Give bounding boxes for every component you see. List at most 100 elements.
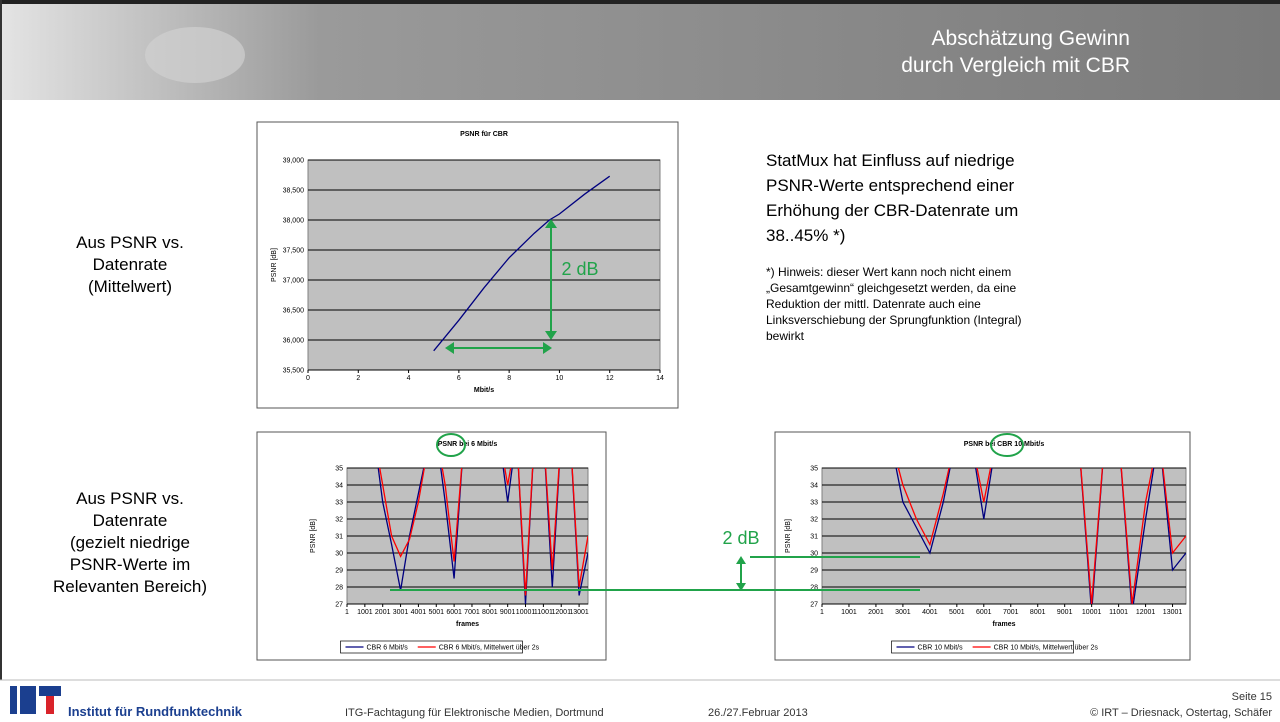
statement-line: PSNR-Werte entsprechend einer xyxy=(766,176,1015,195)
annotation: 2 dB xyxy=(722,528,759,548)
y-tick-label: 38,500 xyxy=(283,188,305,195)
legend-label: CBR 6 Mbit/s xyxy=(367,645,409,652)
chart: PSNR bei CBR 10 Mbit/s272829303132333435… xyxy=(775,432,1190,660)
x-tick-label: 13001 xyxy=(569,609,589,616)
y-tick-label: 28 xyxy=(335,585,343,592)
y-tick-label: 27 xyxy=(335,602,343,609)
y-tick-label: 38,000 xyxy=(283,218,305,225)
logo-bar xyxy=(10,686,17,714)
statement-line: 38..45% *) xyxy=(766,226,845,245)
top-border xyxy=(0,0,1280,4)
annotation: 2 dB xyxy=(561,259,598,279)
y-tick-label: 35 xyxy=(335,466,343,473)
note-line: Reduktion der mittl. Datenrate auch eine xyxy=(766,297,981,311)
x-axis-label: Mbit/s xyxy=(474,387,494,394)
y-tick-label: 33 xyxy=(810,500,818,507)
y-tick-label: 32 xyxy=(335,517,343,524)
label-line: PSNR-Werte im xyxy=(70,555,191,574)
y-tick-label: 31 xyxy=(810,534,818,541)
y-tick-label: 37,500 xyxy=(283,248,305,255)
y-tick-label: 36,500 xyxy=(283,308,305,315)
chart-title: PSNR bei 6 Mbit/s xyxy=(438,441,498,448)
x-tick-label: 8 xyxy=(507,375,511,382)
x-axis-label: frames xyxy=(993,621,1016,628)
y-tick-label: 30 xyxy=(335,551,343,558)
x-tick-label: 4001 xyxy=(922,609,938,616)
footer-date: 26./27.Februar 2013 xyxy=(708,707,808,719)
y-tick-label: 31 xyxy=(335,534,343,541)
label-line: Aus PSNR vs. xyxy=(76,489,184,508)
x-tick-label: 8001 xyxy=(1030,609,1046,616)
x-tick-label: 2 xyxy=(356,375,360,382)
y-axis-label: PSNR [dB] xyxy=(271,248,278,282)
x-tick-label: 1 xyxy=(345,609,349,616)
x-tick-label: 10001 xyxy=(1082,609,1102,616)
label-line: Aus PSNR vs. xyxy=(76,233,184,252)
x-tick-label: 10001 xyxy=(516,609,536,616)
x-tick-label: 7001 xyxy=(464,609,480,616)
label-line: (Mittelwert) xyxy=(88,277,172,296)
legend-label: CBR 6 Mbit/s, Mittelwert über 2s xyxy=(439,645,540,652)
chart: PSNR für CBR 35,500 36,000 36,500 37,000 37,5… xyxy=(257,122,678,408)
y-tick-label: 34 xyxy=(335,483,343,490)
y-tick-label: 39,000 xyxy=(283,158,305,165)
y-tick-label: 35 xyxy=(810,466,818,473)
note-line: bewirkt xyxy=(766,329,805,343)
label-line: Datenrate xyxy=(93,511,168,530)
x-tick-label: 3001 xyxy=(895,609,911,616)
x-tick-label: 3001 xyxy=(393,609,409,616)
x-tick-label: 2001 xyxy=(375,609,391,616)
statement-line: Erhöhung der CBR-Datenrate um xyxy=(766,201,1018,220)
logo-bar xyxy=(39,686,61,696)
chart-title: PSNR bei CBR 10 Mbit/s xyxy=(964,441,1045,448)
logo-bar xyxy=(20,686,36,714)
note-line: *) Hinweis: dieser Wert kann noch nicht … xyxy=(766,265,1011,279)
chart-title: PSNR für CBR xyxy=(460,131,508,138)
legend-label: CBR 10 Mbit/s xyxy=(918,645,964,652)
label-line: Datenrate xyxy=(93,255,168,274)
x-tick-label: 14 xyxy=(656,375,664,382)
x-tick-label: 12 xyxy=(606,375,614,382)
x-tick-label: 1 xyxy=(820,609,824,616)
x-tick-label: 12001 xyxy=(1136,609,1156,616)
x-tick-label: 9001 xyxy=(500,609,516,616)
y-tick-label: 29 xyxy=(335,568,343,575)
x-tick-label: 12001 xyxy=(552,609,572,616)
note-line: Linksverschiebung der Sprungfunktion (In… xyxy=(766,313,1021,327)
y-tick-label: 32 xyxy=(810,517,818,524)
x-tick-label: 6001 xyxy=(446,609,462,616)
y-tick-label: 27 xyxy=(810,602,818,609)
plot-area xyxy=(308,160,660,370)
slide-title: durch Vergleich mit CBR xyxy=(901,54,1130,77)
footer-page: Seite 15 xyxy=(1232,691,1272,703)
x-tick-label: 6001 xyxy=(976,609,992,616)
logo-bar xyxy=(46,696,54,714)
y-tick-label: 29 xyxy=(810,568,818,575)
x-tick-label: 13001 xyxy=(1163,609,1183,616)
y-tick-label: 34 xyxy=(810,483,818,490)
y-tick-label: 35,500 xyxy=(283,368,305,375)
y-axis-label: PSNR [dB] xyxy=(310,519,317,553)
slide-title: Abschätzung Gewinn xyxy=(932,27,1130,50)
y-tick-label: 36,000 xyxy=(283,338,305,345)
legend-label: CBR 10 Mbit/s, Mittelwert über 2s xyxy=(994,645,1099,652)
label-line: (gezielt niedrige xyxy=(70,533,190,552)
x-tick-label: 1001 xyxy=(841,609,857,616)
footer-copyright: © IRT – Driesnack, Ostertag, Schäfer xyxy=(1090,707,1272,719)
x-tick-label: 4 xyxy=(407,375,411,382)
x-tick-label: 1001 xyxy=(357,609,373,616)
y-tick-label: 37,000 xyxy=(283,278,305,285)
x-tick-label: 8001 xyxy=(482,609,498,616)
x-tick-label: 9001 xyxy=(1057,609,1073,616)
x-tick-label: 5001 xyxy=(428,609,444,616)
x-tick-label: 7001 xyxy=(1003,609,1019,616)
x-tick-label: 4001 xyxy=(411,609,427,616)
note-line: „Gesamtgewinn“ gleichgesetzt werden, da … xyxy=(766,281,1016,295)
statement-line: StatMux hat Einfluss auf niedrige xyxy=(766,151,1015,170)
x-tick-label: 11001 xyxy=(534,609,553,616)
x-axis-label: frames xyxy=(456,621,479,628)
x-tick-label: 0 xyxy=(306,375,310,382)
slide: Abschätzung Gewinn durch Vergleich mit C… xyxy=(0,0,1280,722)
header-image xyxy=(145,27,245,83)
